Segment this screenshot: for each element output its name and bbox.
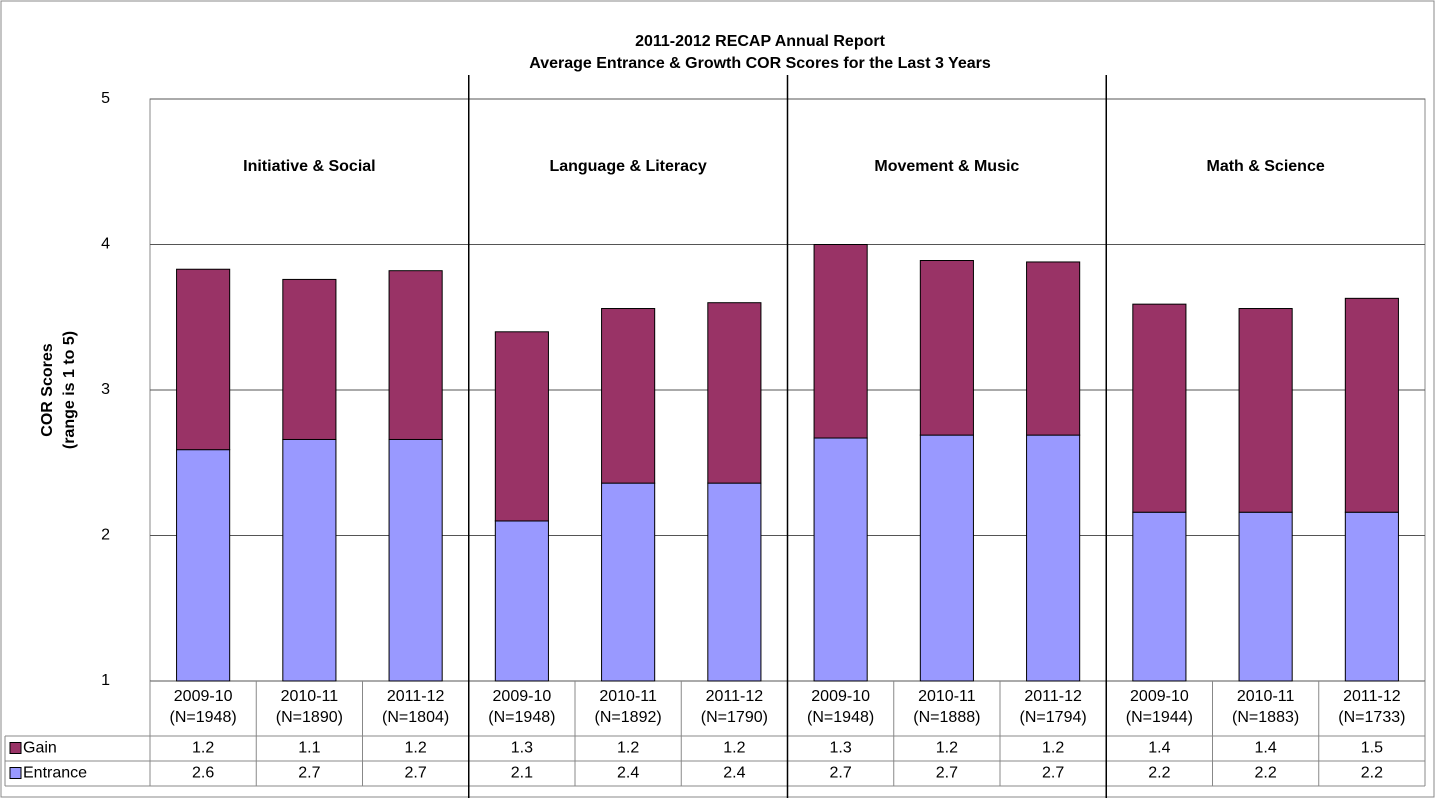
table-value: 1.2 bbox=[1042, 740, 1064, 757]
y-tick-label: 3 bbox=[101, 381, 110, 398]
x-tick-label: 2011-12 bbox=[1343, 688, 1401, 705]
table-value: 2.7 bbox=[830, 765, 852, 782]
y-axis-label: COR Scores bbox=[39, 343, 56, 436]
sample-size: (N=1944) bbox=[1126, 709, 1193, 726]
bar-segment bbox=[601, 482, 656, 682]
x-tick-label: 2009-10 bbox=[174, 688, 233, 705]
y-tick-label: 5 bbox=[101, 90, 110, 107]
y-tick-label: 2 bbox=[101, 527, 110, 544]
table-value: 1.4 bbox=[1255, 740, 1277, 757]
group-label: Initiative & Social bbox=[243, 158, 375, 175]
x-tick-label: 2011-12 bbox=[387, 688, 445, 705]
sample-size: (N=1790) bbox=[701, 709, 768, 726]
sample-size: (N=1948) bbox=[807, 709, 874, 726]
table-value: 2.2 bbox=[1255, 765, 1277, 782]
legend-label: Entrance bbox=[23, 765, 87, 782]
table-value: 1.1 bbox=[298, 740, 320, 757]
table-value: 1.3 bbox=[511, 740, 533, 757]
bar-segment bbox=[388, 270, 443, 440]
bar-segment bbox=[1344, 297, 1399, 513]
y-tick-label: 4 bbox=[101, 236, 110, 253]
bar-segment bbox=[388, 438, 443, 682]
table-value: 2.4 bbox=[617, 765, 639, 782]
x-tick-label: 2010-11 bbox=[918, 688, 976, 705]
sample-size: (N=1948) bbox=[488, 709, 555, 726]
bar-segment bbox=[813, 244, 868, 439]
legend-label: Gain bbox=[23, 740, 57, 757]
bar-segment bbox=[919, 260, 974, 436]
table-value: 2.2 bbox=[1361, 765, 1383, 782]
table-value: 2.7 bbox=[936, 765, 958, 782]
x-tick-label: 2009-10 bbox=[493, 688, 552, 705]
table-value: 1.2 bbox=[936, 740, 958, 757]
table-value: 2.7 bbox=[298, 765, 320, 782]
bar-segment bbox=[601, 308, 656, 484]
table-value: 2.7 bbox=[405, 765, 427, 782]
group-label: Math & Science bbox=[1206, 158, 1324, 175]
bar-segment bbox=[1132, 511, 1187, 682]
x-tick-label: 2011-12 bbox=[1024, 688, 1082, 705]
table-value: 1.2 bbox=[405, 740, 427, 757]
table-value: 1.3 bbox=[830, 740, 852, 757]
table-value: 1.5 bbox=[1361, 740, 1383, 757]
group-label: Language & Literacy bbox=[549, 158, 706, 175]
bar-segment bbox=[1026, 434, 1081, 682]
bar-segment bbox=[282, 278, 337, 440]
bar-segment bbox=[176, 449, 231, 682]
sample-size: (N=1888) bbox=[913, 709, 980, 726]
table-value: 2.2 bbox=[1148, 765, 1170, 782]
sample-size: (N=1892) bbox=[595, 709, 662, 726]
bar-segment bbox=[494, 331, 549, 522]
sample-size: (N=1804) bbox=[382, 709, 449, 726]
bar-segment bbox=[813, 437, 868, 682]
table-value: 2.6 bbox=[192, 765, 214, 782]
bar-segment bbox=[176, 268, 231, 451]
sample-size: (N=1948) bbox=[170, 709, 237, 726]
x-tick-label: 2009-10 bbox=[1130, 688, 1189, 705]
table-value: 2.1 bbox=[511, 765, 533, 782]
bar-segment bbox=[707, 302, 762, 484]
bar-segment bbox=[494, 520, 549, 682]
table-value: 2.7 bbox=[1042, 765, 1064, 782]
sample-size: (N=1733) bbox=[1338, 709, 1405, 726]
sample-size: (N=1883) bbox=[1232, 709, 1299, 726]
table-value: 1.2 bbox=[192, 740, 214, 757]
x-tick-label: 2010-11 bbox=[599, 688, 657, 705]
sample-size: (N=1890) bbox=[276, 709, 343, 726]
x-tick-label: 2011-12 bbox=[706, 688, 764, 705]
bar-segment bbox=[707, 482, 762, 682]
sample-size: (N=1794) bbox=[1020, 709, 1087, 726]
table-value: 1.4 bbox=[1148, 740, 1170, 757]
table-value: 1.2 bbox=[723, 740, 745, 757]
y-tick-label: 1 bbox=[101, 672, 110, 689]
bar-segment bbox=[1238, 511, 1293, 682]
x-tick-label: 2010-11 bbox=[1237, 688, 1295, 705]
chart-subtitle: Average Entrance & Growth COR Scores for… bbox=[529, 55, 991, 72]
legend-swatch bbox=[9, 742, 22, 754]
bar-segment bbox=[1132, 303, 1187, 513]
chart-title: 2011-2012 RECAP Annual Report bbox=[635, 33, 886, 50]
bar-segment bbox=[282, 438, 337, 682]
table-value: 2.4 bbox=[723, 765, 745, 782]
y-axis-label: (range is 1 to 5) bbox=[61, 331, 78, 449]
group-label: Movement & Music bbox=[874, 158, 1019, 175]
bar-segment bbox=[1344, 511, 1399, 682]
table-value: 1.2 bbox=[617, 740, 639, 757]
x-tick-label: 2009-10 bbox=[811, 688, 870, 705]
bar-segment bbox=[1026, 261, 1081, 436]
bar-segment bbox=[1238, 308, 1293, 513]
x-tick-label: 2010-11 bbox=[281, 688, 339, 705]
bar-segment bbox=[919, 434, 974, 682]
legend-swatch bbox=[9, 767, 22, 779]
